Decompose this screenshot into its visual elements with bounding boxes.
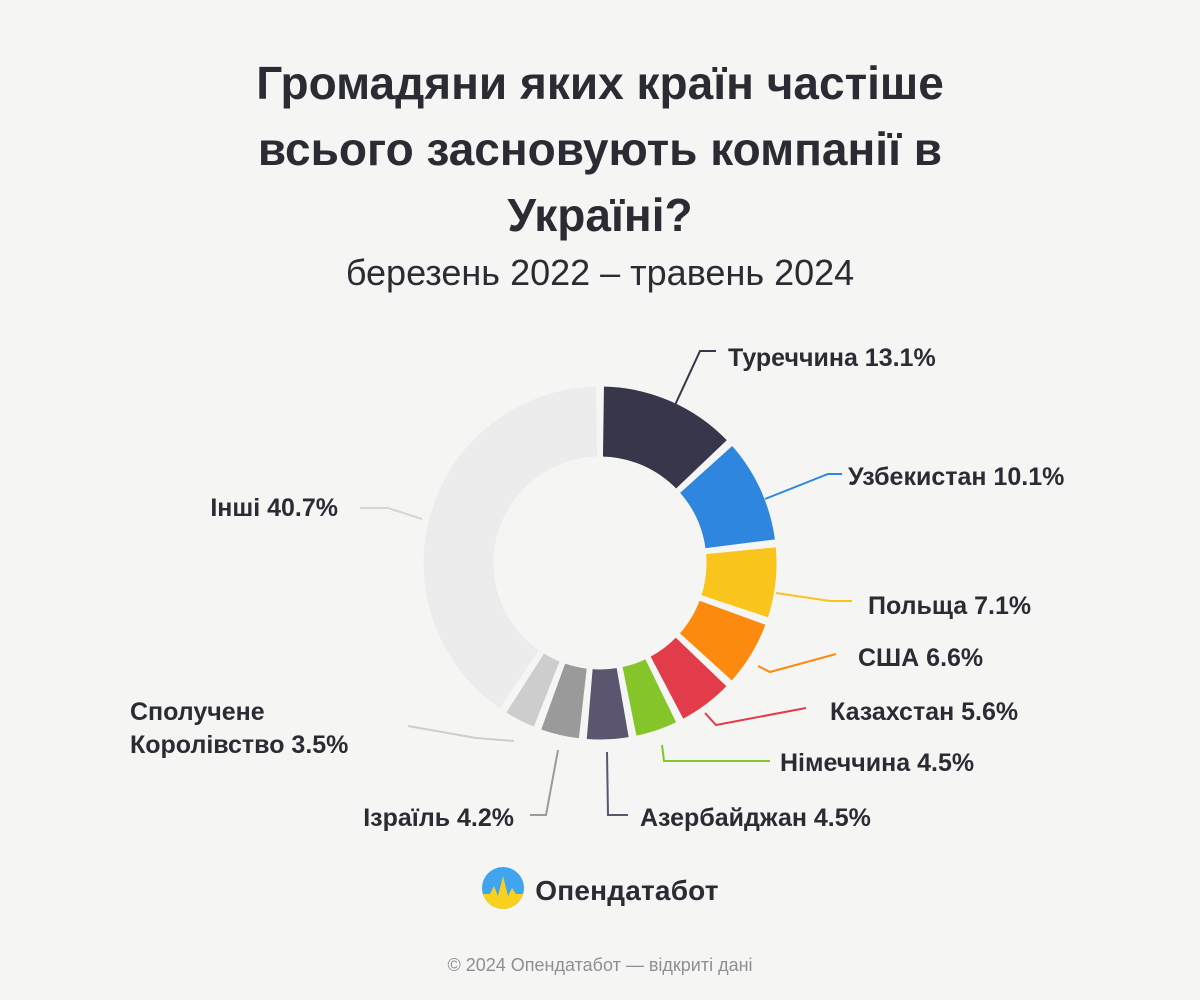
slice-1 (599, 383, 731, 493)
chart-title-line: всього засновують компанії в (257, 123, 943, 175)
leader-line-4 (757, 653, 837, 674)
slice-label-line: Казахстан 5.6% (830, 698, 1018, 726)
slice-10 (420, 383, 601, 712)
slice-6 (619, 655, 680, 739)
slice-label-4: США 6.6% (858, 644, 983, 672)
donut-slices (420, 383, 780, 743)
chart-title: Громадяни яких країн частіше всього засн… (0, 50, 1200, 248)
slice-8 (537, 660, 590, 742)
leader-line-5 (704, 707, 807, 727)
chart-title-line: Громадяни яких країн частіше (256, 57, 944, 109)
label-leader-lines (360, 350, 852, 816)
brand: Опендатабот (0, 866, 1200, 915)
slice-label-line: Сполучене (130, 698, 265, 726)
leader-line-3 (775, 592, 852, 602)
slice-label-line: Королівство 3.5% (130, 731, 348, 759)
leader-line-8 (530, 749, 559, 816)
slice-label-10: Інші 40.7% (210, 494, 338, 522)
leader-line-1 (674, 350, 716, 406)
brand-name: Опендатабот (535, 874, 719, 906)
slice-label-line: Інші 40.7% (210, 494, 338, 522)
slice-7 (583, 664, 632, 743)
leader-line-9 (407, 725, 515, 742)
slice-label-line: США 6.6% (858, 644, 983, 672)
slice-4 (676, 597, 769, 685)
slice-label-5: Казахстан 5.6% (830, 698, 1018, 726)
footer-copyright: © 2024 Опендатабот — відкриті дані (447, 955, 753, 975)
slice-label-1: Туреччина 13.1% (728, 344, 936, 372)
slice-label-line: Азербайджан 4.5% (640, 804, 871, 832)
chart-title-line: Україні? (507, 189, 693, 241)
leader-line-6 (661, 744, 770, 762)
slice-5 (647, 634, 731, 723)
slice-label-9: Сполучене Королівство 3.5% (130, 698, 348, 759)
slice-label-3: Польща 7.1% (868, 592, 1031, 620)
slice-9 (502, 650, 563, 731)
chart-subtitle: березень 2022 – травень 2024 (345, 252, 855, 293)
slice-2 (676, 442, 779, 552)
opendatabot-logo-icon (481, 866, 525, 915)
slice-label-8: Ізраїль 4.2% (363, 804, 514, 832)
slice-label-line: Німеччина 4.5% (780, 749, 974, 777)
leader-line-7 (606, 751, 628, 816)
slice-3 (698, 544, 780, 621)
leader-line-2 (764, 473, 842, 500)
slice-label-2: Узбекистан 10.1% (848, 463, 1064, 491)
slice-label-6: Німеччина 4.5% (780, 749, 974, 777)
slice-label-line: Узбекистан 10.1% (848, 463, 1064, 491)
slice-label-line: Ізраїль 4.2% (363, 804, 514, 832)
slice-labels: Туреччина 13.1% Узбекистан 10.1% Польща 7.… (130, 344, 1064, 832)
slice-label-line: Польща 7.1% (868, 592, 1031, 620)
slice-label-line: Туреччина 13.1% (728, 344, 936, 372)
leader-line-10 (360, 507, 423, 520)
slice-label-7: Азербайджан 4.5% (640, 804, 871, 832)
